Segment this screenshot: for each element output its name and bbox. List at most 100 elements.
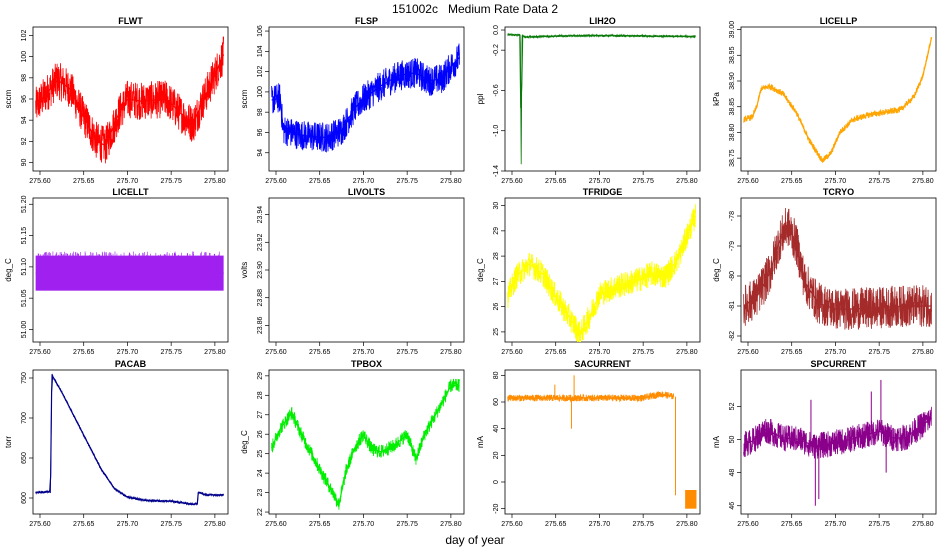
x-tick-label: 275.60 xyxy=(737,178,759,185)
x-tick-label: 275.70 xyxy=(117,349,139,356)
x-tick-label: 275.70 xyxy=(117,178,139,185)
series-trend xyxy=(507,215,697,336)
panel-title: LIH2O xyxy=(589,16,616,26)
y-tick-label: 0.0 xyxy=(493,25,500,35)
data-layer xyxy=(271,378,461,510)
panel-tpbox: TPBOX deg_C 275.60 275.65 275.70 275.75 275.80… xyxy=(240,359,465,528)
y-tick-label: 98 xyxy=(257,108,264,116)
x-tick-label: 275.75 xyxy=(160,521,182,528)
panel-title: FLWT xyxy=(118,16,143,26)
y-tick-label: 90 xyxy=(21,159,28,167)
y-tick-label: 94 xyxy=(257,149,264,157)
x-tick-label: 275.75 xyxy=(632,178,654,185)
y-tick-label: 27 xyxy=(257,411,264,419)
y-tick-label: 30 xyxy=(493,202,500,210)
panel-title: LICELLT xyxy=(112,187,149,197)
y-axis-label: deg_C xyxy=(240,430,249,454)
data-series xyxy=(743,406,932,459)
panel-title: SACURRENT xyxy=(574,359,631,369)
x-tick-label: 275.65 xyxy=(781,178,803,185)
y-tick-label: 23.94 xyxy=(257,206,264,224)
y-tick-label: 51.05 xyxy=(21,289,28,307)
series-trend xyxy=(743,417,932,447)
x-tick-label: 275.60 xyxy=(501,349,523,356)
y-tick-label: 38.85 xyxy=(729,98,736,116)
x-tick-label: 275.60 xyxy=(29,521,51,528)
plot-frame xyxy=(268,369,465,515)
plot-frame xyxy=(740,369,937,515)
x-tick-label: 275.65 xyxy=(73,349,95,356)
y-tick-label: 104 xyxy=(257,45,264,57)
panel-flsp: FLSP sccm 275.60 275.65 275.70 275.75 275.80 94… xyxy=(240,16,465,185)
panel-licellp: LICELLP kPa 275.60 275.65 275.70 275.75 275.80… xyxy=(712,16,937,185)
panel-title: LICELLP xyxy=(820,16,858,26)
x-tick-label: 275.80 xyxy=(204,349,226,356)
panel-licellt: LICELLT deg_C 275.60 275.65 275.70 275.75 275.… xyxy=(4,187,229,356)
data-layer xyxy=(743,379,932,506)
data-series xyxy=(35,36,225,164)
y-tick-label: -78 xyxy=(729,211,736,221)
y-tick-label: 29 xyxy=(257,372,264,380)
x-tick-label: 275.75 xyxy=(868,521,890,528)
panel-tcryo: TCRYO deg_C 275.60 275.65 275.70 275.75 275.80… xyxy=(712,187,937,356)
y-tick-label: 96 xyxy=(21,95,28,103)
y-tick-label: -82 xyxy=(729,331,736,341)
data-layer xyxy=(507,375,697,509)
y-tick-label: 29 xyxy=(493,227,500,235)
x-tick-label: 275.75 xyxy=(396,521,418,528)
series-trend xyxy=(507,33,696,109)
x-tick-label: 275.60 xyxy=(737,349,759,356)
y-tick-label: 102 xyxy=(257,66,264,78)
x-tick-label: 275.65 xyxy=(73,178,95,185)
y-tick-label: -79 xyxy=(729,241,736,251)
y-axis-label: deg_C xyxy=(476,258,485,282)
x-tick-label: 275.80 xyxy=(440,178,462,185)
x-tick-label: 275.80 xyxy=(676,521,698,528)
panel-flwt: FLWT sccm 275.60 275.65 275.70 275.75 275.80 90… xyxy=(4,16,229,185)
x-tick-label: 275.75 xyxy=(632,349,654,356)
y-tick-label: 0 xyxy=(493,480,500,484)
y-tick-label: 750 xyxy=(21,372,28,384)
y-tick-label: 92 xyxy=(21,137,28,145)
x-tick-label: 275.60 xyxy=(265,349,287,356)
panel-title: TFRIDGE xyxy=(583,187,623,197)
x-tick-label: 275.60 xyxy=(501,521,523,528)
x-tick-label: 275.75 xyxy=(632,521,654,528)
panel-title: FLSP xyxy=(355,16,378,26)
x-tick-label: 275.80 xyxy=(912,349,934,356)
x-tick-label: 275.65 xyxy=(73,521,95,528)
data-band xyxy=(685,490,697,509)
x-tick-label: 275.75 xyxy=(160,178,182,185)
y-tick-label: 52 xyxy=(729,402,736,410)
y-tick-label: -1.4 xyxy=(493,165,500,177)
series-trend xyxy=(507,393,674,399)
x-tick-label: 275.70 xyxy=(825,349,847,356)
y-tick-label: 39.00 xyxy=(729,21,736,39)
x-tick-label: 275.60 xyxy=(501,178,523,185)
series-trend xyxy=(35,374,224,505)
y-tick-label: 22 xyxy=(257,508,264,516)
panel-title: SPCURRENT xyxy=(810,359,867,369)
y-tick-label: 96 xyxy=(257,128,264,136)
y-tick-label: 23.92 xyxy=(257,233,264,251)
x-tick-label: 275.75 xyxy=(396,349,418,356)
x-tick-label: 275.65 xyxy=(781,349,803,356)
y-tick-label: 23.90 xyxy=(257,261,264,279)
x-tick-label: 275.70 xyxy=(353,178,375,185)
x-tick-label: 275.65 xyxy=(309,521,331,528)
y-tick-label: 80 xyxy=(493,371,500,379)
x-tick-label: 275.70 xyxy=(353,349,375,356)
x-tick-label: 275.70 xyxy=(825,178,847,185)
x-tick-label: 275.65 xyxy=(781,521,803,528)
series-trend xyxy=(743,225,932,310)
x-tick-label: 275.80 xyxy=(676,349,698,356)
y-tick-label: 25 xyxy=(493,328,500,336)
y-axis-label: deg_C xyxy=(4,258,13,282)
data-layer xyxy=(507,204,697,342)
x-tick-label: 275.75 xyxy=(160,349,182,356)
plot-frame xyxy=(32,197,229,343)
y-tick-label: 98 xyxy=(21,74,28,82)
y-tick-label: 23.88 xyxy=(257,289,264,307)
y-axis-label: mA xyxy=(476,435,485,448)
